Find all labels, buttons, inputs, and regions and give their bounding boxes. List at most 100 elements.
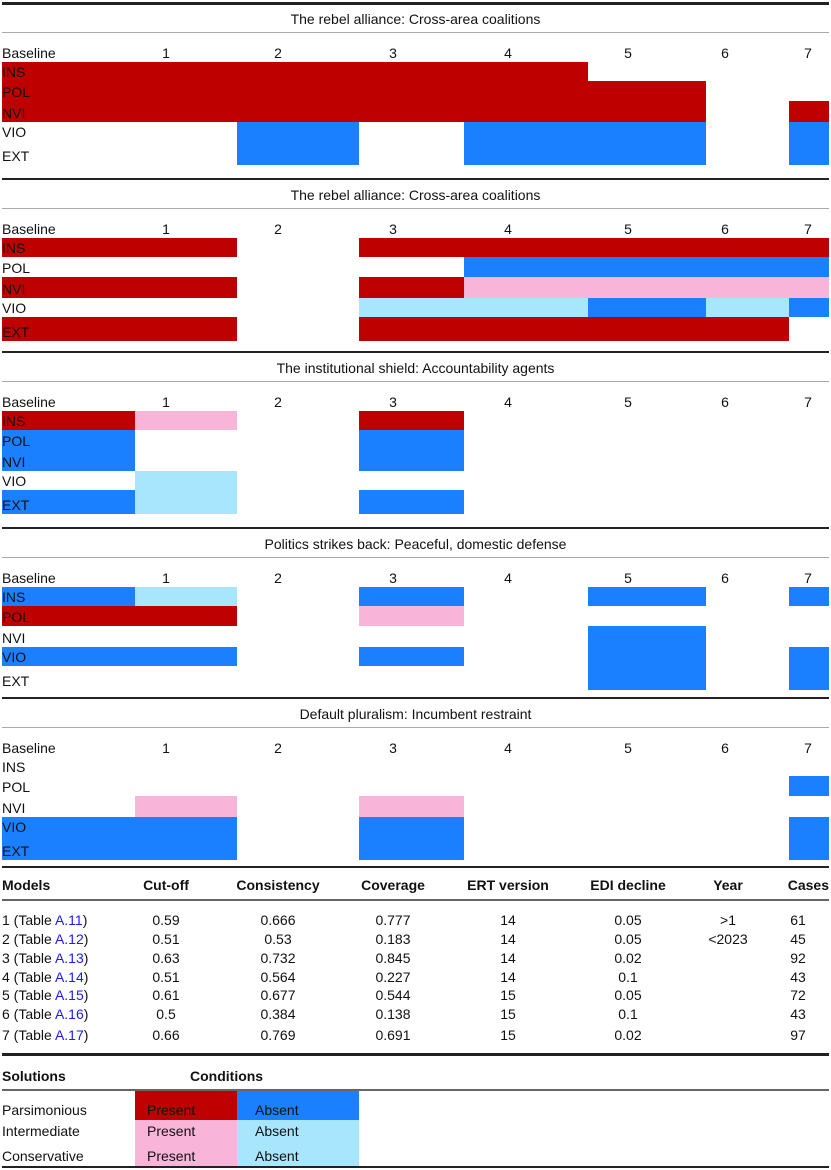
condition-cell bbox=[789, 647, 829, 666]
solution-label: Parsimonious bbox=[2, 1102, 87, 1118]
model-value: 14 bbox=[500, 969, 516, 985]
model-value: 0.59 bbox=[152, 912, 180, 928]
column-header-model: 4 bbox=[504, 740, 512, 756]
table-reference-link[interactable]: A.17 bbox=[54, 1027, 84, 1043]
model-value: 0.544 bbox=[375, 987, 411, 1003]
column-header-baseline: Baseline bbox=[2, 394, 56, 410]
condition-cell bbox=[2, 430, 135, 450]
condition-cell bbox=[789, 101, 829, 122]
condition-cell bbox=[135, 471, 237, 490]
panel-top-rule bbox=[2, 527, 829, 529]
column-header-model: 7 bbox=[804, 221, 812, 237]
model-value: 15 bbox=[500, 987, 516, 1003]
row-label: POL bbox=[2, 433, 31, 449]
panel-title-rule bbox=[2, 208, 829, 209]
row-label: POL bbox=[2, 260, 31, 276]
condition-cell bbox=[2, 606, 135, 626]
absent-swatch bbox=[237, 1091, 359, 1120]
condition-cell bbox=[464, 238, 588, 257]
panel-title: The institutional shield: Accountability… bbox=[276, 360, 555, 376]
condition-cell bbox=[789, 141, 829, 165]
condition-cell bbox=[237, 81, 359, 101]
model-label: 2 (Table A.12) bbox=[2, 931, 88, 947]
row-label: NVI bbox=[2, 800, 26, 816]
table-reference-link[interactable]: A.16 bbox=[54, 1006, 84, 1022]
condition-cell bbox=[588, 626, 706, 647]
condition-cell bbox=[135, 490, 237, 514]
condition-cell bbox=[237, 101, 359, 122]
model-value: 0.138 bbox=[375, 1006, 411, 1022]
column-header-model: 2 bbox=[274, 394, 282, 410]
model-value: 0.1 bbox=[618, 969, 638, 985]
table-reference-link[interactable]: A.11 bbox=[54, 912, 83, 928]
model-label: 5 (Table A.15) bbox=[2, 987, 88, 1003]
condition-cell bbox=[464, 317, 588, 341]
row-label: INS bbox=[2, 759, 26, 775]
model-label-text: 6 (Table bbox=[2, 1006, 55, 1022]
column-header-model: 3 bbox=[389, 221, 397, 237]
column-header-model: 5 bbox=[624, 221, 632, 237]
condition-cell bbox=[135, 411, 237, 430]
column-header-model: 2 bbox=[274, 740, 282, 756]
condition-cell bbox=[2, 317, 135, 341]
column-header-model: 1 bbox=[162, 221, 170, 237]
panel-title: The rebel alliance: Cross-area coalition… bbox=[290, 11, 541, 27]
model-label-suffix: ) bbox=[83, 1006, 89, 1022]
condition-cell bbox=[706, 317, 789, 341]
model-value: 0.51 bbox=[152, 931, 180, 947]
condition-cell bbox=[464, 257, 588, 277]
models-header: ERT version bbox=[467, 877, 549, 893]
table-reference-link[interactable]: A.15 bbox=[54, 987, 84, 1003]
panel-title-rule bbox=[2, 727, 829, 728]
condition-cell bbox=[2, 836, 135, 860]
model-label-suffix: ) bbox=[82, 912, 88, 928]
column-header-model: 2 bbox=[274, 45, 282, 61]
model-value: 0.5 bbox=[156, 1006, 176, 1022]
model-value: 0.05 bbox=[614, 931, 642, 947]
column-header-model: 4 bbox=[504, 394, 512, 410]
model-value: >1 bbox=[720, 912, 736, 928]
present-label: Present bbox=[147, 1102, 196, 1118]
row-label: VIO bbox=[2, 473, 27, 489]
row-label: VIO bbox=[2, 819, 27, 835]
condition-cell bbox=[2, 277, 135, 298]
model-value: 0.51 bbox=[152, 969, 180, 985]
condition-cell bbox=[359, 317, 464, 341]
condition-cell bbox=[2, 411, 135, 430]
condition-cell bbox=[359, 606, 464, 626]
condition-cell bbox=[2, 587, 135, 606]
condition-cell bbox=[135, 606, 237, 626]
condition-cell bbox=[2, 62, 135, 81]
column-header-model: 2 bbox=[274, 221, 282, 237]
condition-cell bbox=[588, 257, 706, 277]
panel-title: Politics strikes back: Peaceful, domesti… bbox=[264, 536, 567, 552]
column-header-model: 4 bbox=[504, 221, 512, 237]
condition-cell bbox=[135, 796, 237, 817]
condition-cell bbox=[359, 587, 464, 606]
condition-cell bbox=[237, 122, 359, 141]
model-label-suffix: ) bbox=[83, 950, 89, 966]
models-header: Cases bbox=[787, 877, 829, 893]
models-header: Coverage bbox=[361, 877, 425, 893]
condition-cell bbox=[464, 122, 588, 141]
condition-cell bbox=[135, 101, 237, 122]
present-label: Present bbox=[147, 1123, 196, 1139]
condition-cell bbox=[588, 141, 706, 165]
condition-cell bbox=[588, 101, 706, 122]
condition-cell bbox=[706, 238, 789, 257]
model-value: 0.05 bbox=[614, 912, 642, 928]
table-reference-link[interactable]: A.14 bbox=[54, 969, 84, 985]
present-swatch bbox=[135, 1141, 237, 1166]
column-header-baseline: Baseline bbox=[2, 570, 56, 586]
condition-cell bbox=[789, 817, 829, 836]
table-reference-link[interactable]: A.12 bbox=[54, 931, 84, 947]
condition-cell bbox=[588, 238, 706, 257]
condition-cell bbox=[464, 62, 588, 81]
table-reference-link[interactable]: A.13 bbox=[54, 950, 84, 966]
condition-cell bbox=[135, 836, 237, 860]
column-header-model: 4 bbox=[504, 570, 512, 586]
model-label-text: 3 (Table bbox=[2, 950, 55, 966]
model-value: 0.845 bbox=[375, 950, 411, 966]
absent-label: Absent bbox=[255, 1148, 299, 1164]
model-value: 0.384 bbox=[260, 1006, 296, 1022]
